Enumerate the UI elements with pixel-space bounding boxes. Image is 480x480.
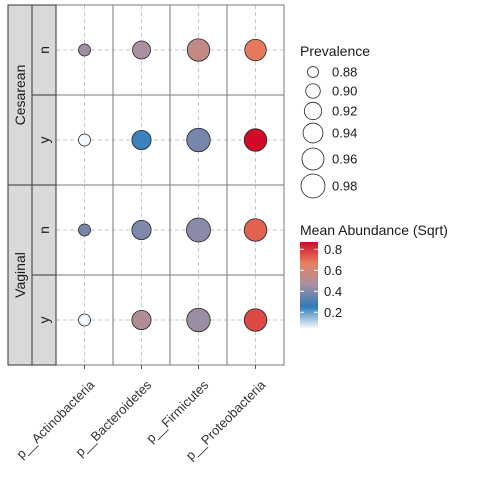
size-legend-key (300, 173, 326, 199)
size-legend-label: 0.88 (332, 65, 357, 80)
row-strip-n (31, 4, 57, 96)
size-legend-label: 0.90 (332, 84, 357, 99)
data-points (78, 38, 268, 333)
point-cesarean-y-p-firmicutes (186, 127, 211, 153)
size-legend: Prevalence 0.88 0.90 0.92 0.94 0.96 0.98 (300, 43, 370, 199)
color-legend-label: 0.6 (324, 263, 342, 278)
color-legend-title: Mean Abundance (Sqrt) (300, 222, 448, 238)
size-legend-key (301, 147, 325, 171)
point-vaginal-n-p-bacteroidetes (131, 219, 152, 241)
point-cesarean-n-p-actinobacteria (78, 43, 91, 57)
point-vaginal-y-p-bacteroidetes (131, 309, 152, 331)
facet-strips: Cesarean n y Vaginal n y (7, 4, 57, 366)
point-vaginal-y-p-proteobacteria (243, 308, 268, 332)
row-label-n: n (36, 226, 52, 234)
size-legend-key (305, 83, 321, 99)
row-label-n: n (36, 46, 52, 54)
point-vaginal-y-p-actinobacteria (78, 313, 91, 327)
size-legend-label: 0.92 (332, 104, 357, 119)
size-legend-label: 0.98 (332, 179, 357, 194)
facet-strip-vaginal (7, 184, 33, 366)
point-vaginal-n-p-proteobacteria (243, 218, 268, 242)
size-legend-key (307, 66, 319, 78)
point-cesarean-n-p-proteobacteria (244, 38, 267, 62)
x-axis-tick-labels: p__Actinobacteriap__Bacteroidetesp__Firm… (13, 365, 269, 463)
color-legend-bar (300, 242, 318, 328)
point-cesarean-y-p-proteobacteria (243, 128, 268, 152)
facet-label-vaginal: Vaginal (12, 252, 28, 298)
row-label-y: y (36, 317, 52, 324)
panels (55, 4, 285, 366)
color-legend-label: 0.4 (324, 284, 342, 299)
size-legend-title: Prevalence (300, 43, 370, 59)
point-cesarean-y-p-actinobacteria (78, 133, 91, 147)
color-legend: Mean Abundance (Sqrt) 0.2 0.4 0.6 0.8 (300, 222, 448, 328)
point-cesarean-y-p-bacteroidetes (131, 129, 152, 151)
row-strip-n (31, 184, 57, 276)
point-vaginal-y-p-firmicutes (186, 307, 211, 333)
point-vaginal-n-p-actinobacteria (78, 223, 91, 237)
color-legend-label: 0.8 (324, 242, 342, 257)
point-vaginal-n-p-firmicutes (186, 217, 211, 243)
row-strip-y (31, 94, 57, 186)
size-legend-key (302, 122, 324, 144)
size-legend-label: 0.96 (332, 152, 357, 167)
size-legend-key (303, 101, 323, 121)
point-cesarean-n-p-firmicutes (186, 38, 211, 62)
row-strip-y (31, 274, 57, 366)
point-cesarean-n-p-bacteroidetes (132, 40, 151, 60)
row-label-y: y (36, 137, 52, 144)
facet-label-cesarean: Cesarean (12, 65, 28, 126)
color-legend-label: 0.2 (324, 305, 342, 320)
size-legend-label: 0.94 (332, 126, 357, 141)
